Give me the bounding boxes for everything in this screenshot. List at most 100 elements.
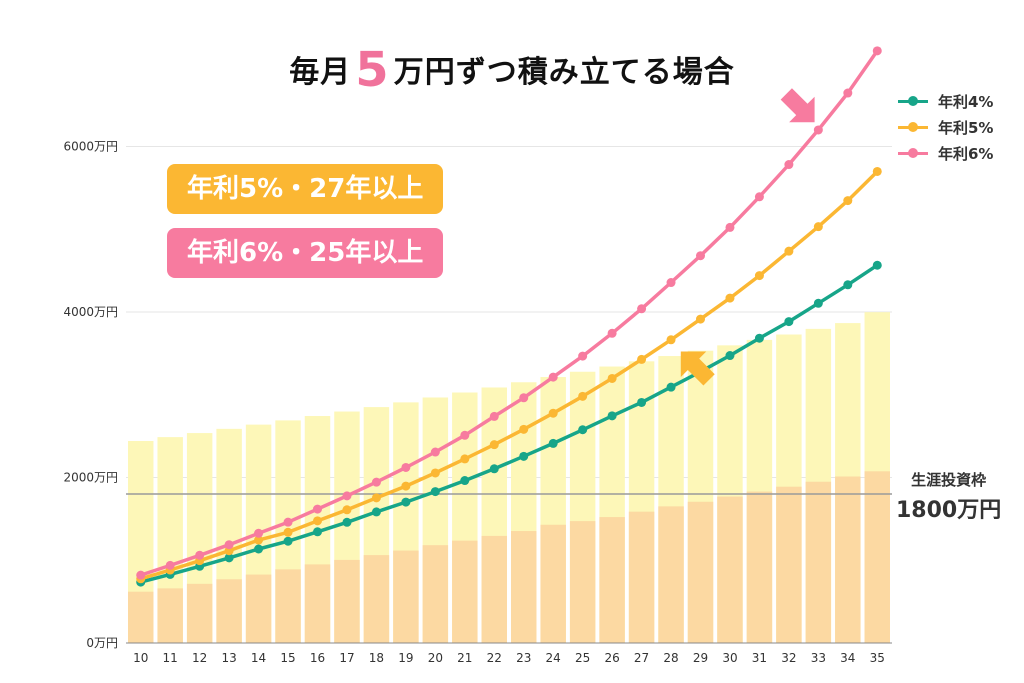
y-tick-label: 0万円 bbox=[86, 636, 118, 650]
series-point bbox=[578, 351, 588, 361]
series-point bbox=[754, 192, 764, 202]
series-point bbox=[342, 491, 352, 501]
series-point bbox=[430, 487, 440, 497]
series-point bbox=[460, 454, 470, 464]
bar-lower bbox=[746, 491, 773, 643]
x-tick-label: 34 bbox=[840, 651, 855, 665]
x-tick-label: 27 bbox=[634, 651, 649, 665]
series-point bbox=[725, 222, 735, 232]
series-point bbox=[519, 393, 529, 403]
orange-arrow-icon-shape bbox=[680, 351, 715, 386]
legend-label: 年利4% bbox=[938, 92, 994, 111]
series-point bbox=[283, 517, 293, 527]
x-tick-label: 25 bbox=[575, 651, 590, 665]
series-point bbox=[313, 516, 322, 526]
legend: 年利4% 年利5% 年利6% bbox=[898, 88, 993, 166]
series-point bbox=[548, 372, 558, 382]
series-point bbox=[283, 536, 293, 546]
x-tick-label: 23 bbox=[516, 651, 531, 665]
bar-lower bbox=[569, 521, 596, 643]
bar-lower bbox=[128, 591, 154, 643]
series-point bbox=[401, 462, 411, 472]
x-tick-label: 20 bbox=[428, 651, 443, 665]
series-point bbox=[872, 260, 882, 270]
series-point bbox=[813, 298, 823, 308]
legend-swatch bbox=[898, 95, 928, 106]
series-point bbox=[872, 166, 882, 176]
series-point bbox=[401, 497, 411, 507]
x-tick-label: 26 bbox=[604, 651, 619, 665]
x-tick-label: 14 bbox=[251, 651, 266, 665]
series-point bbox=[696, 314, 705, 324]
x-tick-label: 19 bbox=[398, 651, 413, 665]
series-line bbox=[140, 49, 879, 577]
lifetime-limit-label: 生涯投資枠 1800万円 bbox=[896, 469, 1001, 524]
callout-5-percent: 年利5%・27年以上 bbox=[167, 164, 444, 214]
series-point bbox=[784, 160, 794, 170]
series-point bbox=[342, 505, 352, 515]
legend-item-4-percent: 年利4% bbox=[898, 88, 993, 114]
pink-arrow-icon bbox=[780, 88, 815, 123]
series-point bbox=[637, 354, 647, 364]
bar-lower bbox=[864, 471, 890, 643]
series-point bbox=[254, 544, 264, 554]
series-point bbox=[342, 517, 352, 527]
bar-lower bbox=[275, 569, 301, 643]
series-point bbox=[607, 411, 617, 421]
bar-lower bbox=[245, 574, 272, 643]
series-point bbox=[519, 424, 529, 434]
series-point bbox=[224, 553, 234, 563]
series-point bbox=[254, 528, 264, 538]
series-point bbox=[754, 271, 764, 281]
series-point bbox=[313, 504, 322, 514]
series-point bbox=[843, 88, 853, 98]
series-point bbox=[637, 397, 647, 407]
series-point bbox=[696, 251, 705, 261]
bar-lower bbox=[216, 579, 242, 643]
x-tick-label: 31 bbox=[752, 651, 767, 665]
pink-arrow-icon-shape bbox=[780, 88, 815, 123]
x-tick-label: 35 bbox=[870, 651, 885, 665]
bar-lower bbox=[776, 486, 802, 643]
series-point bbox=[460, 430, 470, 440]
x-tick-label: 33 bbox=[811, 651, 826, 665]
series-point bbox=[519, 451, 529, 461]
lifetime-limit-title: 生涯投資枠 bbox=[911, 471, 987, 489]
bar-lower bbox=[835, 476, 861, 643]
series-point bbox=[489, 440, 499, 450]
series-point bbox=[165, 560, 175, 570]
series-point bbox=[460, 476, 470, 486]
series-point bbox=[371, 507, 381, 517]
orange-arrow-icon bbox=[680, 351, 715, 386]
series-point bbox=[371, 477, 381, 487]
series-point bbox=[607, 328, 617, 338]
x-tick-label: 30 bbox=[722, 651, 737, 665]
x-tick-label: 28 bbox=[663, 651, 678, 665]
bar-lower bbox=[687, 501, 714, 643]
series-point bbox=[666, 382, 676, 392]
x-tick-label: 32 bbox=[781, 651, 796, 665]
series-point bbox=[489, 411, 499, 421]
series-point bbox=[489, 464, 499, 474]
bar-lower bbox=[540, 524, 566, 643]
series-point bbox=[637, 304, 647, 314]
bar-lower bbox=[157, 588, 183, 643]
series-point bbox=[430, 447, 440, 457]
legend-item-6-percent: 年利6% bbox=[898, 140, 993, 166]
x-tick-label: 10 bbox=[133, 651, 148, 665]
series-point bbox=[813, 222, 823, 232]
x-tick-label: 24 bbox=[546, 651, 561, 665]
legend-label: 年利6% bbox=[938, 144, 994, 163]
x-tick-label: 29 bbox=[693, 651, 708, 665]
series-point bbox=[548, 438, 558, 448]
chart-title: 毎月5 万円ずつ積み立てる場合 bbox=[289, 42, 735, 98]
x-tick-label: 18 bbox=[369, 651, 384, 665]
x-tick-label: 15 bbox=[280, 651, 295, 665]
series-point bbox=[754, 333, 764, 343]
series-point bbox=[666, 278, 676, 288]
series-point bbox=[254, 535, 264, 545]
series-point bbox=[548, 408, 558, 418]
bar-lower bbox=[658, 506, 684, 643]
bar-lower bbox=[304, 564, 331, 643]
